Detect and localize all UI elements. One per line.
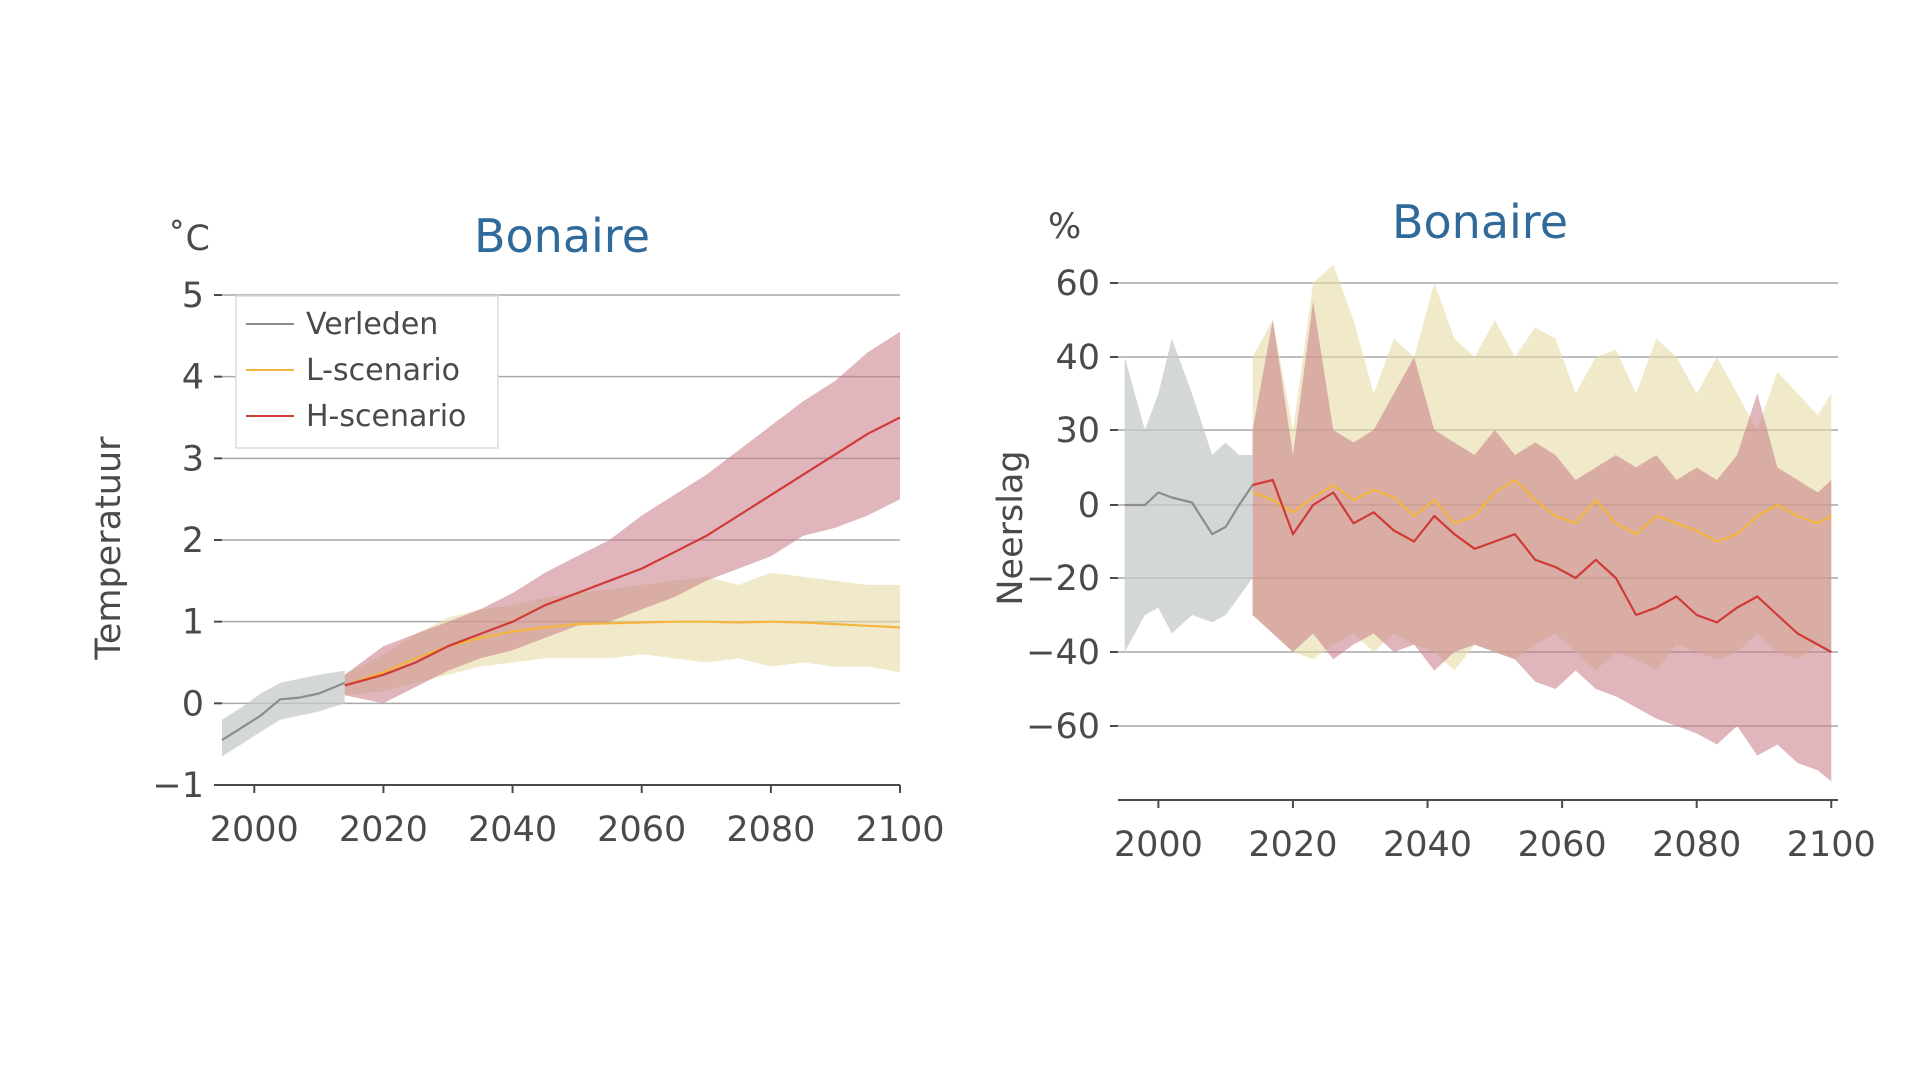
series-line-h-scenario bbox=[1252, 478, 1832, 653]
legend-label-l-scenario: L-scenario bbox=[306, 353, 460, 388]
y-tick-label: −40 bbox=[1026, 633, 1100, 673]
precipitation-chart: Bonaire % Neerslag −60 −40 −20 0 30 40 60 2000 2… bbox=[991, 195, 1876, 865]
y-tick-label: 0 bbox=[1078, 486, 1100, 526]
x-tick-label: 2020 bbox=[1248, 825, 1337, 865]
x-tick-label: 2000 bbox=[210, 810, 299, 850]
y-tick-label: 60 bbox=[1055, 264, 1100, 304]
chart-title-precipitation: Bonaire bbox=[1392, 195, 1568, 249]
legend-label-verleden: Verleden bbox=[306, 307, 438, 342]
y-axis-label-temperature: Temperatuur bbox=[89, 436, 129, 661]
legend: Verleden L-scenario H-scenario bbox=[235, 295, 499, 449]
temperature-chart: Bonaire ˚C Temperatuur −1 0 1 2 3 4 5 2000 2020 2… bbox=[89, 209, 945, 850]
y-tick-label: 5 bbox=[182, 276, 204, 316]
band-h-scenario bbox=[1252, 301, 1832, 782]
y-tick-label: −1 bbox=[152, 766, 204, 806]
chart-title-temperature: Bonaire bbox=[474, 209, 650, 263]
y-tick-label: 1 bbox=[182, 603, 204, 643]
band-verleden bbox=[1124, 338, 1253, 652]
x-tick-label: 2080 bbox=[1652, 825, 1741, 865]
band-verleden bbox=[222, 670, 345, 757]
x-tick-label: 2060 bbox=[1518, 825, 1607, 865]
y-unit-temperature: ˚C bbox=[168, 218, 210, 259]
x-tick-label: 2060 bbox=[597, 810, 686, 850]
legend-label-h-scenario: H-scenario bbox=[306, 399, 466, 434]
y-tick-label: 3 bbox=[182, 439, 204, 479]
y-tick-label: 40 bbox=[1055, 338, 1100, 378]
x-tick-label: 2040 bbox=[1383, 825, 1472, 865]
y-tick-label: −20 bbox=[1026, 559, 1100, 599]
y-tick-label: 4 bbox=[182, 358, 204, 398]
y-tick-label: 0 bbox=[182, 684, 204, 724]
series-line-l-scenario bbox=[1252, 478, 1832, 543]
series-line-verleden bbox=[221, 681, 346, 742]
legend-box bbox=[235, 295, 499, 449]
x-tick-label: 2000 bbox=[1114, 825, 1203, 865]
series-line-verleden bbox=[1124, 484, 1254, 536]
series-line-h-scenario bbox=[344, 416, 901, 687]
x-tick-label: 2020 bbox=[339, 810, 428, 850]
x-tick-label: 2040 bbox=[468, 810, 557, 850]
y-tick-label: −60 bbox=[1026, 707, 1100, 747]
x-tick-label: 2100 bbox=[1787, 825, 1876, 865]
y-axis-label-precipitation: Neerslag bbox=[991, 450, 1031, 605]
x-tick-label: 2080 bbox=[726, 810, 815, 850]
y-unit-precipitation: % bbox=[1048, 207, 1081, 247]
x-tick-label: 2100 bbox=[855, 810, 944, 850]
y-tick-label: 30 bbox=[1055, 411, 1100, 451]
y-tick-label: 2 bbox=[182, 521, 204, 561]
band-h-scenario bbox=[344, 331, 900, 704]
band-l-scenario bbox=[344, 572, 900, 696]
